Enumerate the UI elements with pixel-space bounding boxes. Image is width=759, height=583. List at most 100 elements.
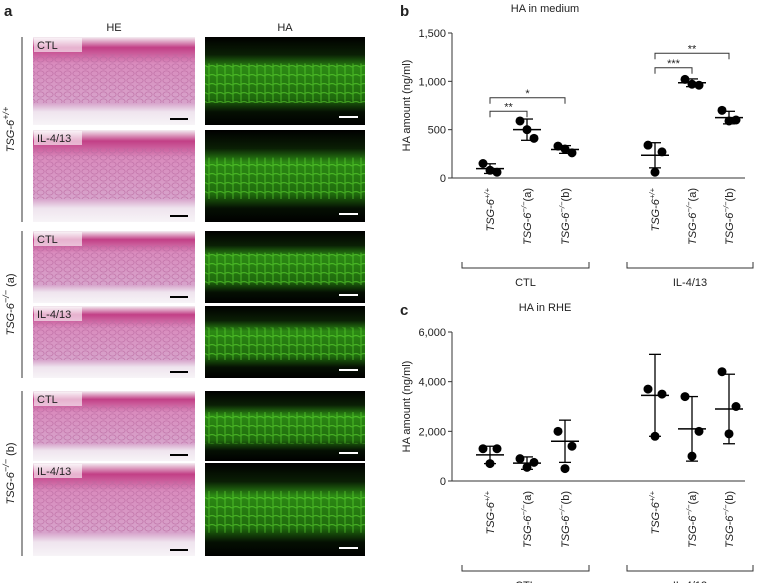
y-axis-label: HA amount (ng/ml) — [401, 60, 413, 152]
genotype-label: TSG-6−/−(a) — [520, 188, 534, 245]
ha-texture — [205, 63, 365, 103]
data-point — [515, 454, 525, 464]
he-texture — [33, 481, 195, 533]
significance-bracket — [654, 52, 730, 60]
chart-title: HA in medium — [511, 3, 579, 15]
genotype-base: TSG-6 — [724, 515, 736, 548]
genotype-sup: −/− — [722, 201, 731, 213]
data-point — [492, 444, 502, 454]
data-point — [731, 115, 741, 125]
y-tick-label: 1,000 — [418, 76, 446, 88]
genotype-label: TSG-6−/−(a) — [685, 491, 699, 548]
significance-label: ** — [688, 43, 697, 55]
data-point — [485, 459, 495, 469]
column-header: HA — [277, 22, 293, 34]
ha-texture — [205, 490, 365, 533]
data-point — [492, 167, 502, 177]
genotype-label: TSG-6−/−(a) — [685, 188, 699, 245]
genotype-suffix: (b) — [560, 188, 572, 201]
genotype-sup: −/− — [1, 290, 11, 303]
significance-bracket — [489, 97, 566, 104]
genotype-base: TSG-6 — [522, 515, 534, 548]
data-point — [515, 116, 525, 126]
group-label: CTL — [515, 580, 536, 583]
data-point — [724, 429, 734, 439]
y-tick-label: 2,000 — [418, 426, 446, 438]
genotype-base: TSG-6 — [724, 212, 736, 245]
data-point — [717, 367, 727, 377]
group-label: CTL — [515, 277, 536, 289]
significance-bracket — [654, 67, 693, 74]
genotype-label: TSG-6+/+ — [1, 107, 17, 153]
data-point — [650, 431, 660, 441]
significance-bracket — [489, 110, 528, 118]
row-label: IL-4/13 — [37, 309, 71, 321]
data-point — [560, 464, 570, 474]
he-texture — [33, 54, 195, 103]
genotype-sup: −/− — [520, 201, 529, 213]
group-bracket — [626, 565, 754, 572]
genotype-base: TSG-6 — [5, 471, 17, 504]
data-point — [687, 79, 697, 89]
data-point — [694, 426, 704, 436]
genotype-sup: −/− — [520, 504, 529, 516]
data-point — [485, 165, 495, 175]
genotype-label: TSG-6−/−(a) — [520, 491, 534, 548]
chart-title: HA in RHE — [519, 302, 572, 314]
significance-label: ** — [504, 101, 513, 113]
data-point — [567, 441, 577, 451]
label-bg — [34, 392, 82, 406]
genotype-suffix: (b) — [5, 442, 17, 459]
data-point — [643, 140, 653, 150]
row-label: CTL — [37, 234, 58, 246]
row-label: CTL — [37, 394, 58, 406]
genotype-label: TSG-6+/+ — [483, 187, 497, 231]
genotype-label: TSG-6−/−(b) — [722, 188, 736, 245]
data-point — [553, 426, 563, 436]
genotype-suffix: (b) — [560, 491, 572, 504]
y-axis-label: HA amount (ng/ml) — [401, 361, 413, 453]
data-point — [522, 462, 532, 472]
genotype-sup: −/− — [558, 504, 567, 516]
he-texture — [33, 148, 195, 199]
data-point — [478, 159, 488, 168]
genotype-sup: +/+ — [483, 187, 492, 199]
significance-label: *** — [667, 58, 681, 70]
data-point — [717, 105, 727, 115]
genotype-suffix: (a) — [522, 188, 534, 201]
data-point — [657, 389, 667, 399]
group-bracket — [626, 262, 754, 269]
data-point — [529, 133, 539, 143]
ha-texture — [205, 327, 365, 360]
column-header: HE — [106, 22, 121, 34]
genotype-label: TSG-6+/+ — [483, 490, 497, 534]
significance-label: * — [525, 88, 530, 100]
genotype-label: TSG-6−/− (b) — [1, 442, 17, 504]
genotype-suffix: (a) — [687, 188, 699, 201]
genotype-sup: −/− — [1, 459, 11, 472]
y-tick-label: 1,500 — [418, 28, 446, 40]
genotype-label: TSG-6−/− (a) — [1, 273, 17, 335]
he-texture — [33, 245, 195, 285]
genotype-base: TSG-6 — [485, 198, 497, 231]
label-bg — [34, 464, 82, 478]
genotype-sup: −/− — [685, 504, 694, 516]
genotype-base: TSG-6 — [560, 515, 572, 548]
genotype-base: TSG-6 — [650, 501, 662, 534]
label-bg — [34, 38, 82, 52]
panel-label: b — [400, 3, 409, 20]
genotype-sup: −/− — [685, 201, 694, 213]
panel-label: a — [4, 3, 13, 20]
genotype-suffix: (b) — [724, 188, 736, 201]
data-point — [724, 116, 734, 126]
group-label: IL-4/13 — [673, 580, 707, 583]
genotype-sup: −/− — [722, 504, 731, 516]
genotype-sup: −/− — [558, 201, 567, 213]
y-tick-label: 4,000 — [418, 377, 446, 389]
genotype-base: TSG-6 — [485, 501, 497, 534]
group-label: IL-4/13 — [673, 277, 707, 289]
genotype-suffix: (a) — [5, 273, 17, 290]
data-point — [522, 125, 532, 135]
y-tick-label: 500 — [428, 125, 446, 137]
data-point — [643, 384, 653, 394]
